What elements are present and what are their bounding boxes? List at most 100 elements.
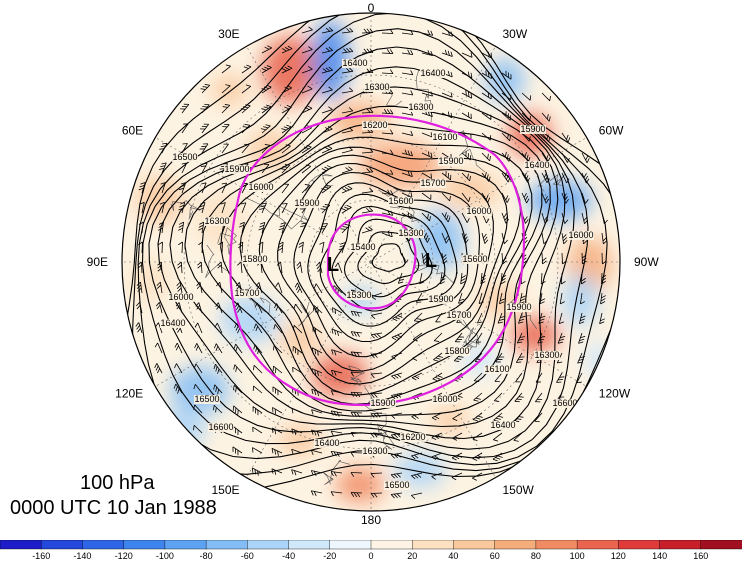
wind-barb xyxy=(439,272,446,285)
wind-barb xyxy=(331,349,343,356)
wind-barb xyxy=(253,365,263,374)
contour-label-bg xyxy=(234,289,260,298)
contour-label: 16300 xyxy=(364,82,389,92)
wind-barb xyxy=(478,292,484,304)
wind-barb xyxy=(561,252,567,265)
wind-barb xyxy=(232,405,243,415)
wind-barb xyxy=(361,108,374,114)
wind-barb xyxy=(521,172,530,183)
wind-barb xyxy=(273,324,283,334)
wind-barb xyxy=(601,252,607,265)
wind-barb xyxy=(281,65,293,74)
wind-barb xyxy=(261,65,272,74)
wind-barb xyxy=(370,332,383,339)
wind-barb xyxy=(501,232,508,245)
wind-barb xyxy=(281,124,292,134)
wind-barb xyxy=(221,182,227,194)
wind-barb xyxy=(350,371,363,377)
wind-barb xyxy=(600,292,606,305)
contour-label: 16500 xyxy=(194,394,219,404)
wind-barb xyxy=(217,261,223,274)
wind-barb xyxy=(534,392,543,403)
wind-barb xyxy=(311,388,323,397)
contour-label: 15300 xyxy=(346,290,371,300)
colorbar-swatch xyxy=(618,540,661,550)
wind-barb xyxy=(361,167,374,174)
wind-barb xyxy=(193,424,203,434)
colorbar-swatch xyxy=(535,540,578,550)
contour-label: 16000 xyxy=(248,182,273,192)
wind-barb xyxy=(521,192,530,204)
wind-barb xyxy=(350,331,363,337)
wind-barb xyxy=(216,281,223,294)
wind-barb xyxy=(501,92,512,101)
wind-barb xyxy=(541,132,551,143)
contour-label-bg xyxy=(462,255,488,264)
wind-barb xyxy=(481,132,492,141)
magenta-contours xyxy=(229,114,525,406)
wind-barb xyxy=(481,70,492,79)
wind-barb xyxy=(413,312,423,322)
wind-barb xyxy=(461,71,473,79)
wind-barb xyxy=(174,342,183,354)
wind-barb xyxy=(581,172,590,184)
colorbar-swatch xyxy=(164,540,207,550)
colorbar-tick-label: 80 xyxy=(531,551,541,561)
height-contour xyxy=(307,182,469,343)
wind-barb xyxy=(193,384,203,394)
coastline xyxy=(217,227,237,255)
contour-label: 15600 xyxy=(388,196,413,206)
wind-barb xyxy=(421,172,432,179)
wind-barb xyxy=(381,49,394,54)
wind-barb xyxy=(298,241,304,254)
wind-barb xyxy=(501,252,507,265)
wind-barb xyxy=(433,352,443,362)
colorbar-swatch xyxy=(659,540,702,550)
wind-barb xyxy=(221,84,231,94)
low-marker-west: L xyxy=(327,254,339,276)
contour-label: 16600 xyxy=(208,422,233,432)
contour-label: 16400 xyxy=(490,420,515,430)
wind-barb xyxy=(176,281,183,294)
colorbar-swatch xyxy=(329,540,372,550)
wind-barb xyxy=(561,192,569,204)
contour-label-bg xyxy=(400,433,426,442)
wind-barb xyxy=(514,392,524,403)
wind-barb xyxy=(454,332,464,343)
colorbar: -160 -140 -120 -100 -80 -60 -40 -20 0 20 40 60 80 100… xyxy=(0,540,742,561)
colorbar-tick-label: -20 xyxy=(323,551,336,561)
contour-label-bg xyxy=(350,243,376,252)
anomaly-blob xyxy=(394,452,446,488)
wind-barb xyxy=(401,29,414,35)
wind-barb xyxy=(361,187,374,194)
wind-barb xyxy=(401,170,413,177)
wind-barb xyxy=(521,112,531,122)
contour-label: 15800 xyxy=(242,254,267,264)
wind-barb xyxy=(136,301,143,314)
colorbar-tick-label: -60 xyxy=(241,551,254,561)
wind-barb xyxy=(259,202,267,214)
wind-barb xyxy=(293,303,303,314)
wind-barb xyxy=(370,492,383,498)
wind-barb xyxy=(401,70,414,76)
contour-label: 16300 xyxy=(534,350,559,360)
contour-label: 15900 xyxy=(438,156,463,166)
anomaly-blob xyxy=(312,353,368,397)
wind-barb xyxy=(493,432,503,442)
colorbar-swatch xyxy=(700,540,742,550)
wind-barb xyxy=(538,312,546,324)
wind-barb xyxy=(310,470,323,476)
contour-label-bg xyxy=(432,133,458,142)
wind-barb xyxy=(401,149,413,157)
wind-barb xyxy=(361,226,373,234)
wind-barb xyxy=(541,212,549,224)
wind-barb xyxy=(252,447,263,454)
wind-barb xyxy=(338,242,346,254)
wind-barb xyxy=(159,201,165,214)
wind-barb xyxy=(515,352,525,363)
wind-barb xyxy=(431,412,443,421)
colorbar-tick-label: 40 xyxy=(448,551,458,561)
wind-barb xyxy=(412,352,423,361)
wind-barb xyxy=(391,352,403,360)
